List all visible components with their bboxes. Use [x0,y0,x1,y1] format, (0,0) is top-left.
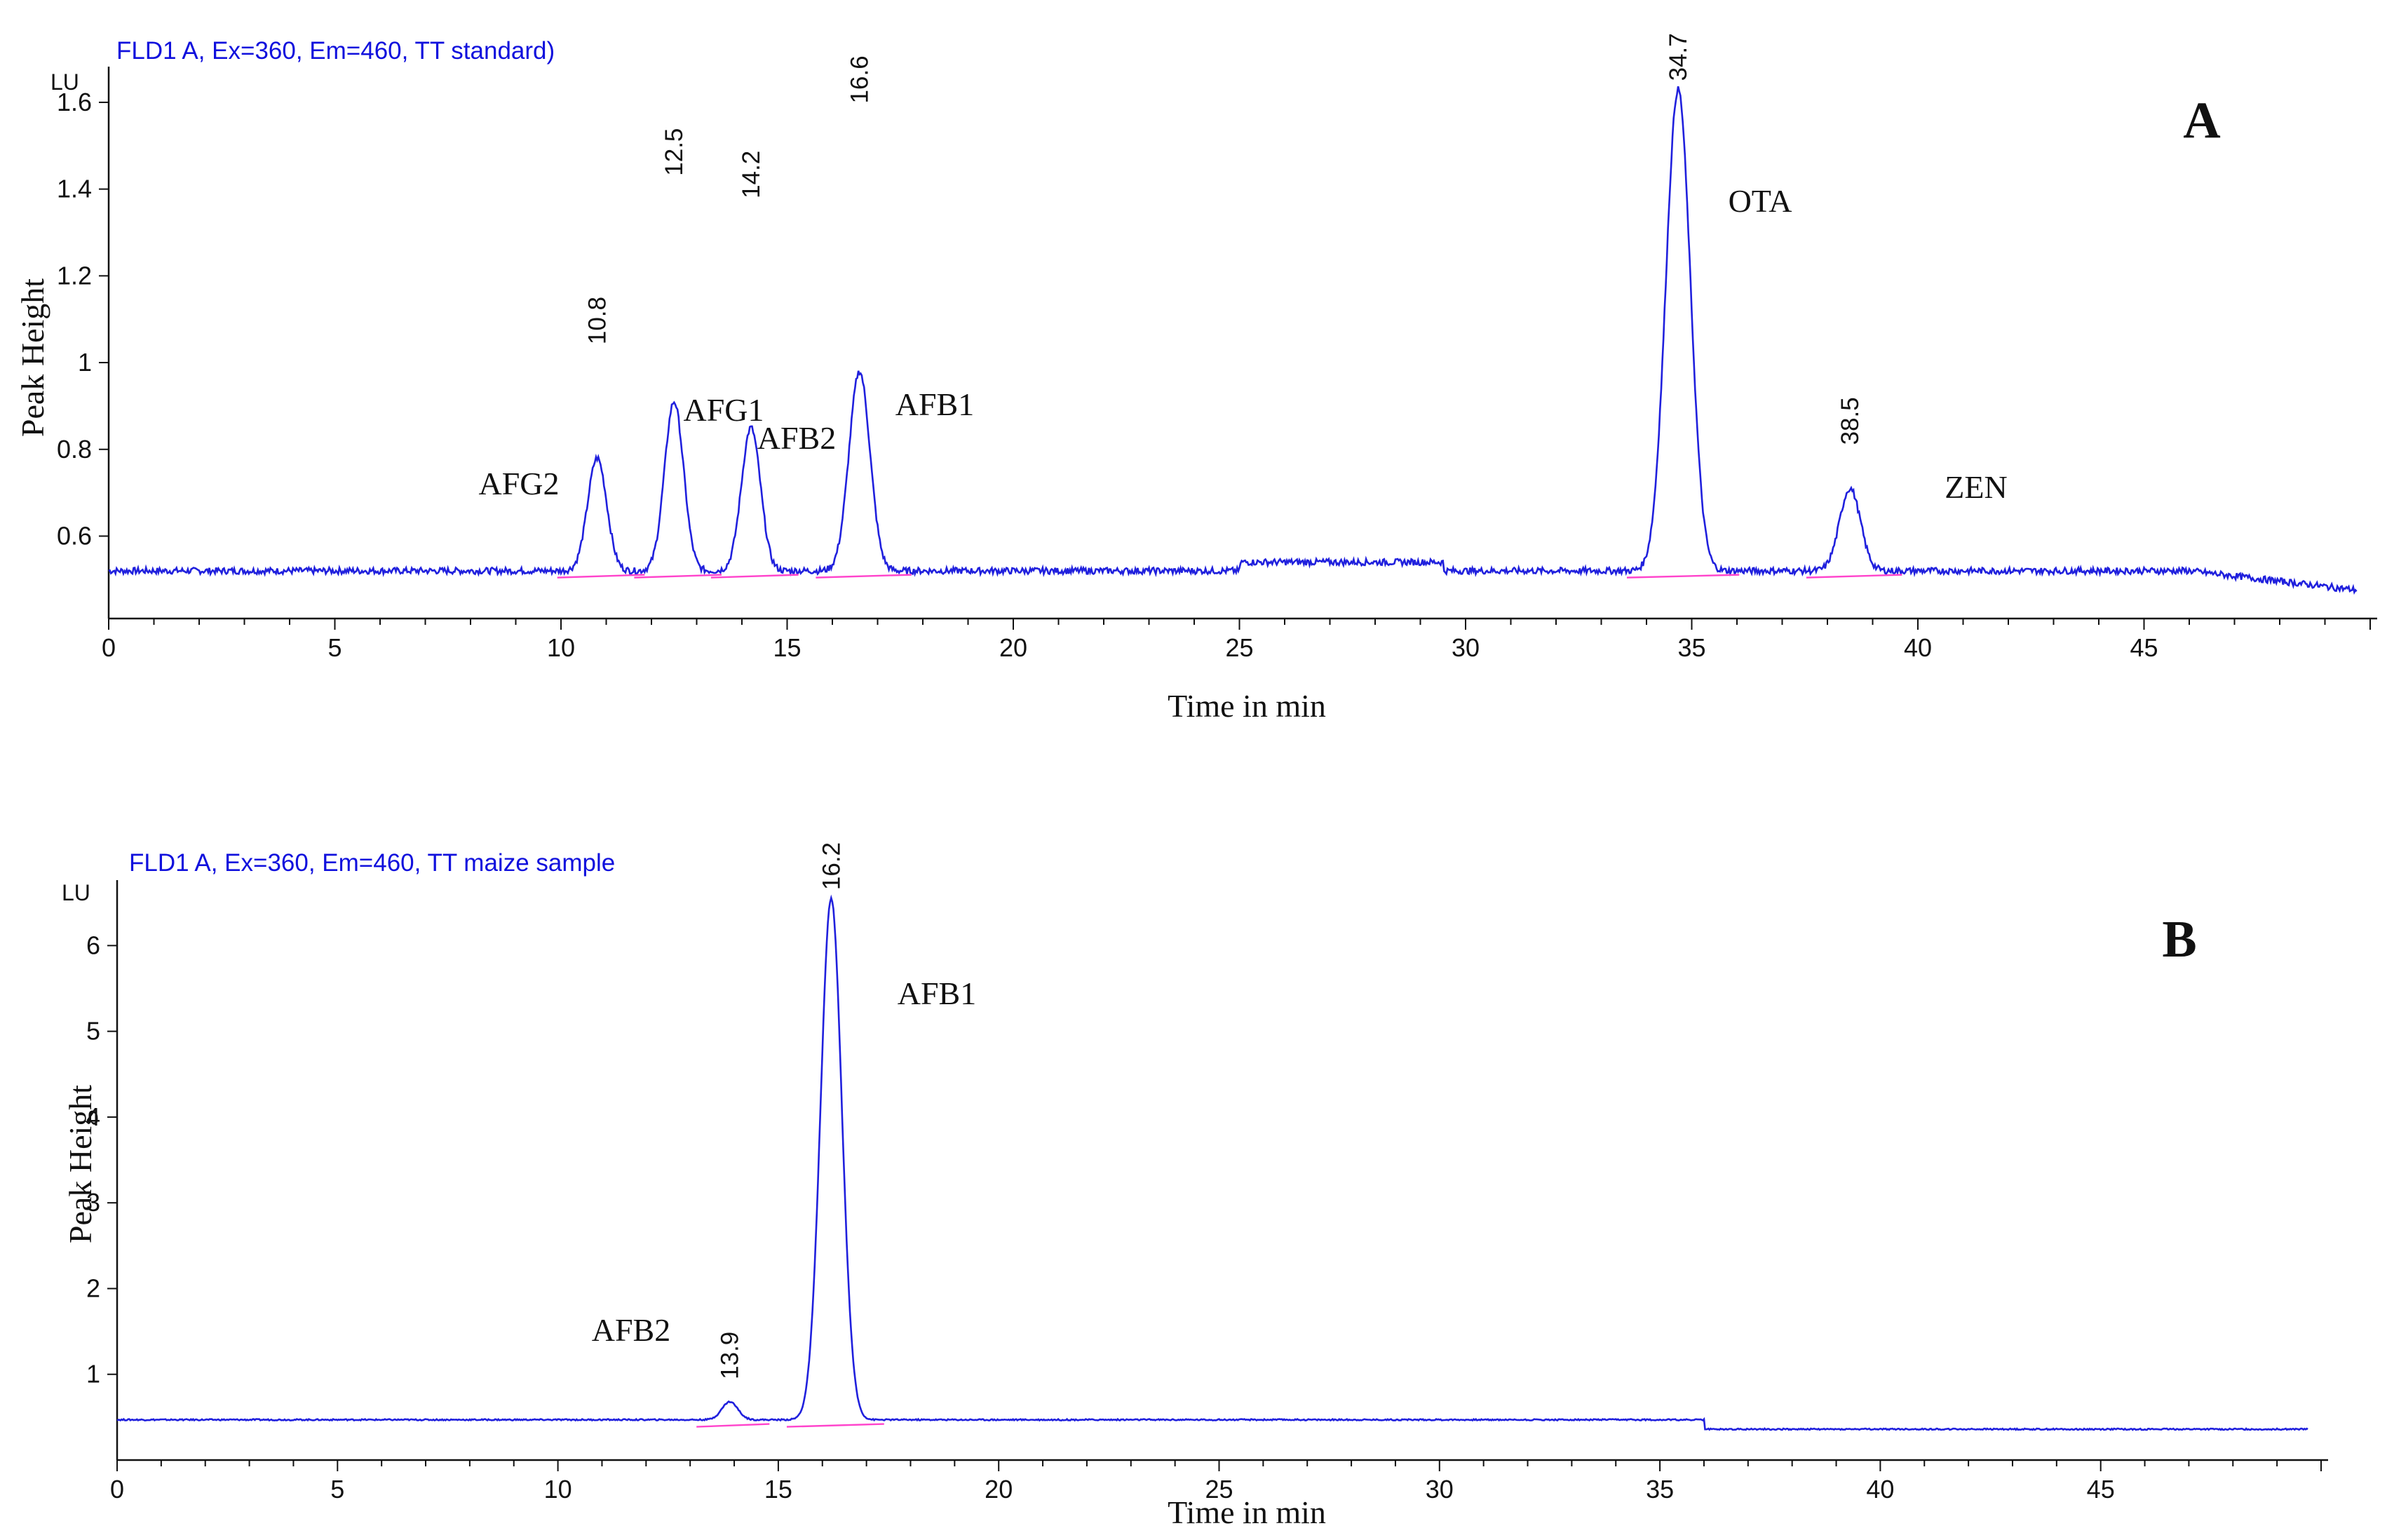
panel-a-integration-baseline [710,574,799,579]
panel-b-x-tick-label: 0 [110,1475,124,1504]
panel-a-y-tick-label: 1.4 [57,175,92,203]
panel-a-integration-baseline [1626,574,1740,579]
panel-a-retention-time-label: 12.5 [661,128,688,176]
panel-b-label: B [2162,911,2196,968]
panel-b-x-tick-label: 30 [1426,1475,1454,1504]
panel-b-ylabel: Peak Height [62,1085,98,1243]
panel-b-x-tick-label: 25 [1205,1475,1233,1504]
panel-b-unit: LU [62,880,90,905]
panel-a-x-tick-label: 30 [1452,633,1480,662]
panel-b-y-tick-label: 5 [86,1017,100,1046]
panel-a-y-tick-label: 0.8 [57,435,92,464]
panel-a-integration-baseline [816,574,912,579]
panel-a-y-tick-label: 1 [78,348,92,377]
panel-a-x-tick-label: 10 [547,633,575,662]
panel-a-x-tick-label: 35 [1677,633,1705,662]
panel-a-retention-time-label: 34.7 [1665,33,1692,81]
panel-b-x-tick-label: 35 [1646,1475,1674,1504]
panel-a-x-tick-label: 0 [102,633,116,662]
panel-b-x-tick-label: 15 [764,1475,792,1504]
panel-a-y-tick-label: 1.6 [57,88,92,116]
panel-b-x-tick-label: 45 [2087,1475,2115,1504]
panel-b-retention-time-label: 16.2 [818,842,845,890]
panel-a-integration-baseline [634,574,722,579]
panel-a-compound-label: AFB1 [895,386,974,422]
panel-a-y-tick-label: 0.6 [57,521,92,550]
panel-b-y-tick-label: 4 [86,1102,100,1131]
panel-a-signal-trace [108,86,2358,595]
panel-a-x-tick-label: 45 [2130,633,2158,662]
panel-a-retention-time-label: 38.5 [1837,397,1864,445]
panel-b-integration-baseline [696,1423,770,1428]
panel-b-y-tick-label: 6 [86,931,100,959]
panel-b-compound-label: AFB2 [592,1312,670,1348]
panel-b-signal-trace [116,894,2308,1431]
panel-a-retention-time-label: 16.6 [846,55,874,103]
panel-a-compound-label: OTA [1729,183,1792,219]
panel-b-y-tick-label: 3 [86,1188,100,1217]
panel-a-label: A [2183,92,2220,149]
panel-b-y-tick-label: 1 [86,1360,100,1389]
panel-b-xlabel: Time in min [1168,1494,1326,1530]
panel-a-x-tick-label: 5 [327,633,342,662]
panel-a-y-tick-label: 1.2 [57,261,92,290]
panel-b-retention-time-label: 13.9 [717,1332,744,1379]
panel-a-compound-label: AFG2 [478,466,559,501]
panel-a-plot: 0 5 10 15 20 25 30 35 40 450.60.811.21.41.610.8AF… [57,33,2377,662]
panel-a-unit: LU [50,69,79,95]
panel-a-compound-label: AFG1 [683,392,764,428]
panel-a-x-tick-label: 15 [773,633,801,662]
panel-a-compound-label: ZEN [1945,469,2007,505]
panel-b-x-tick-label: 40 [1866,1475,1894,1504]
panel-a-xlabel: Time in min [1168,688,1326,724]
panel-a-compound-label: AFB2 [757,420,836,456]
panel-a-x-tick-label: 25 [1225,633,1253,662]
panel-b-x-tick-label: 10 [544,1475,572,1504]
panel-a-x-tick-label: 40 [1904,633,1932,662]
panel-b-header: FLD1 A, Ex=360, Em=460, TT maize sample [129,849,615,877]
panel-a-ylabel: Peak Height [15,278,50,437]
panel-b-integration-baseline [786,1423,884,1428]
panel-b-y-tick-label: 2 [86,1274,100,1302]
panel-a-x-tick-label: 20 [999,633,1027,662]
panel-a-integration-baseline [1806,574,1902,579]
panel-a-retention-time-label: 10.8 [584,297,611,344]
panel-b-x-tick-label: 20 [985,1475,1013,1504]
panel-a-header: FLD1 A, Ex=360, Em=460, TT standard) [116,37,555,65]
panel-a-retention-time-label: 14.2 [738,151,765,198]
panel-a-integration-baseline [557,574,645,579]
panel-b-x-tick-label: 5 [330,1475,344,1504]
panel-b-compound-label: AFB1 [898,975,976,1011]
